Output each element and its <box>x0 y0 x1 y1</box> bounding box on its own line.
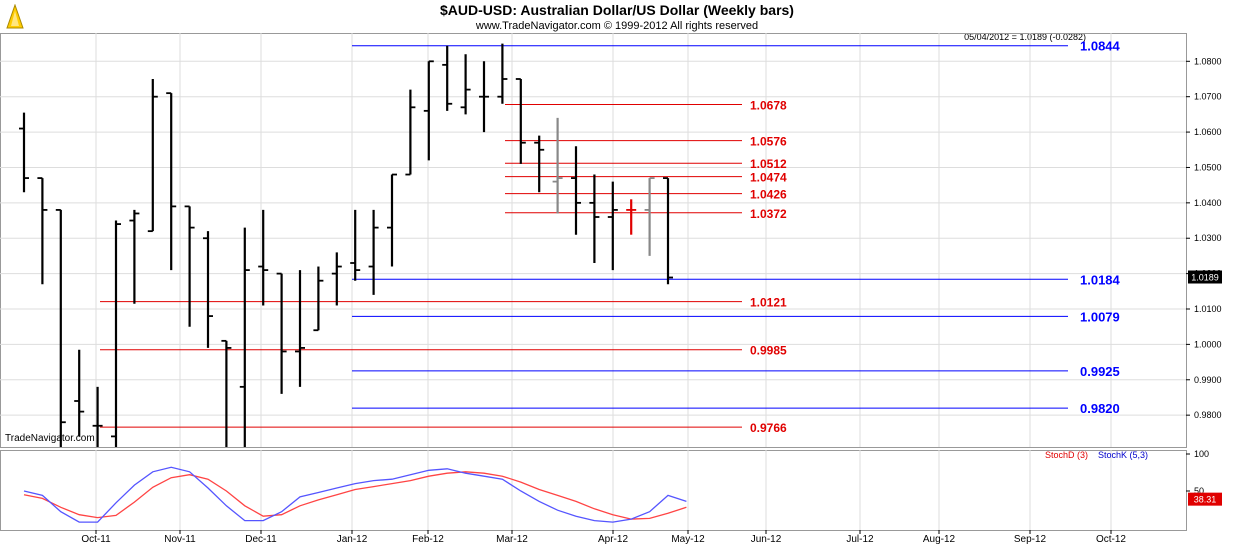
watermark: TradeNavigator.com <box>5 433 95 444</box>
fib-label-blue: 0.9820 <box>1080 401 1120 416</box>
x-tick-label: Feb-12 <box>412 534 444 545</box>
x-tick-label: Aug-12 <box>923 534 956 545</box>
ohlc-bar <box>221 339 232 447</box>
last-price-box <box>1188 270 1222 284</box>
y-tick-label: 1.0100 <box>1194 304 1222 314</box>
stoch-y-tick-label: 100 <box>1194 449 1209 459</box>
ohlc-bar <box>166 92 177 271</box>
ohlc-bar <box>258 209 269 306</box>
price-readout: 05/04/2012 = 1.0189 (-0.0282) <box>964 32 1086 42</box>
x-tick-label: Nov-11 <box>164 534 196 545</box>
ohlc-bar <box>276 272 287 394</box>
y-tick-label: 1.0300 <box>1194 233 1222 243</box>
price-panel-frame <box>0 33 1187 448</box>
ohlc-bar <box>626 199 637 235</box>
ohlc-bar <box>607 181 618 271</box>
ohlc-bar <box>92 386 103 447</box>
x-tick-label: Sep-12 <box>1014 534 1047 545</box>
fib-label-red: 1.0512 <box>750 157 787 171</box>
ohlc-bar <box>184 205 195 327</box>
legend-stochk: StochK (5,3) <box>1097 450 1148 460</box>
fib-label-red: 1.0678 <box>750 98 787 112</box>
fib-label-blue: 0.9925 <box>1080 364 1120 379</box>
ohlc-bar <box>460 54 471 115</box>
fib-label-blue: 1.0079 <box>1080 309 1120 324</box>
stoch-last-label: 38.31 <box>1194 495 1217 505</box>
fib-label-blue: 1.0844 <box>1080 39 1121 54</box>
ohlc-bar <box>74 349 85 437</box>
stoch-y-tick-label: 50 <box>1194 486 1204 496</box>
ohlc-bar <box>129 209 140 304</box>
x-tick-label: Oct-11 <box>81 534 111 545</box>
stoch-last-box <box>1188 492 1222 506</box>
ohlc-bar <box>147 79 158 233</box>
y-tick-label: 1.0600 <box>1194 127 1222 137</box>
ohlc-bar <box>571 146 581 235</box>
fib-label-red: 1.0576 <box>750 135 787 149</box>
y-tick-label: 1.0500 <box>1194 162 1222 172</box>
legend-stochd: StochD (3) <box>1044 450 1088 460</box>
x-tick-label: Oct-12 <box>1096 534 1126 545</box>
ohlc-bar <box>313 266 324 332</box>
stoch-panel-frame <box>0 450 1187 531</box>
chart-subtitle: www.TradeNavigator.com © 1999-2012 All r… <box>475 20 759 32</box>
ohlc-bar <box>423 60 434 161</box>
x-tick-label: Dec-11 <box>245 534 277 545</box>
ohlc-bar <box>589 174 600 263</box>
ohlc-bar <box>111 220 121 447</box>
y-tick-label: 1.0800 <box>1194 56 1222 66</box>
chart-title: $AUD-USD: Australian Dollar/US Dollar (W… <box>440 2 794 18</box>
ohlc-bar <box>552 117 563 214</box>
ohlc-bar <box>663 177 673 285</box>
fib-label-red: 0.9766 <box>750 421 787 435</box>
fib-label-red: 1.0121 <box>750 296 787 310</box>
ohlc-bar <box>479 61 489 133</box>
x-tick-label: Jul-12 <box>846 534 874 545</box>
ohlc-bar <box>55 209 66 447</box>
ohlc-bar <box>37 177 48 285</box>
y-tick-label: 0.9800 <box>1194 410 1222 420</box>
fib-label-red: 1.0474 <box>750 171 787 185</box>
ohlc-bar <box>350 209 361 281</box>
ohlc-bar <box>515 78 526 164</box>
y-tick-label: 0.9900 <box>1194 375 1222 385</box>
ohlc-bar <box>368 209 379 295</box>
stochk-line <box>23 466 687 523</box>
last-price-label: 1.0189 <box>1191 273 1219 283</box>
y-tick-label: 1.0400 <box>1194 198 1222 208</box>
x-tick-label: Jun-12 <box>751 534 782 545</box>
ohlc-bar <box>497 43 508 104</box>
fib-label-red: 0.9985 <box>750 344 787 358</box>
fib-label-red: 1.0426 <box>750 188 787 202</box>
ohlc-bar <box>534 135 545 193</box>
ohlc-bar <box>405 89 416 176</box>
ohlc-bar <box>203 231 213 348</box>
ohlc-bar <box>331 252 342 306</box>
y-tick-label: 1.0000 <box>1194 339 1222 349</box>
y-tick-label: 1.0700 <box>1194 92 1222 102</box>
tradenavigator-logo-icon <box>6 4 24 29</box>
ohlc-bar <box>387 173 397 267</box>
x-tick-label: May-12 <box>671 534 705 545</box>
ohlc-bar <box>644 177 655 256</box>
stochd-line <box>23 471 687 520</box>
x-tick-label: Apr-12 <box>598 534 628 545</box>
ohlc-bar <box>239 227 250 447</box>
ohlc-bar <box>295 270 305 387</box>
ohlc-bar <box>19 112 29 193</box>
fib-label-blue: 1.0184 <box>1080 272 1121 287</box>
x-tick-label: Jan-12 <box>337 534 368 545</box>
x-tick-label: Mar-12 <box>496 534 528 545</box>
fib-label-red: 1.0372 <box>750 207 787 221</box>
ohlc-bar <box>442 45 453 111</box>
